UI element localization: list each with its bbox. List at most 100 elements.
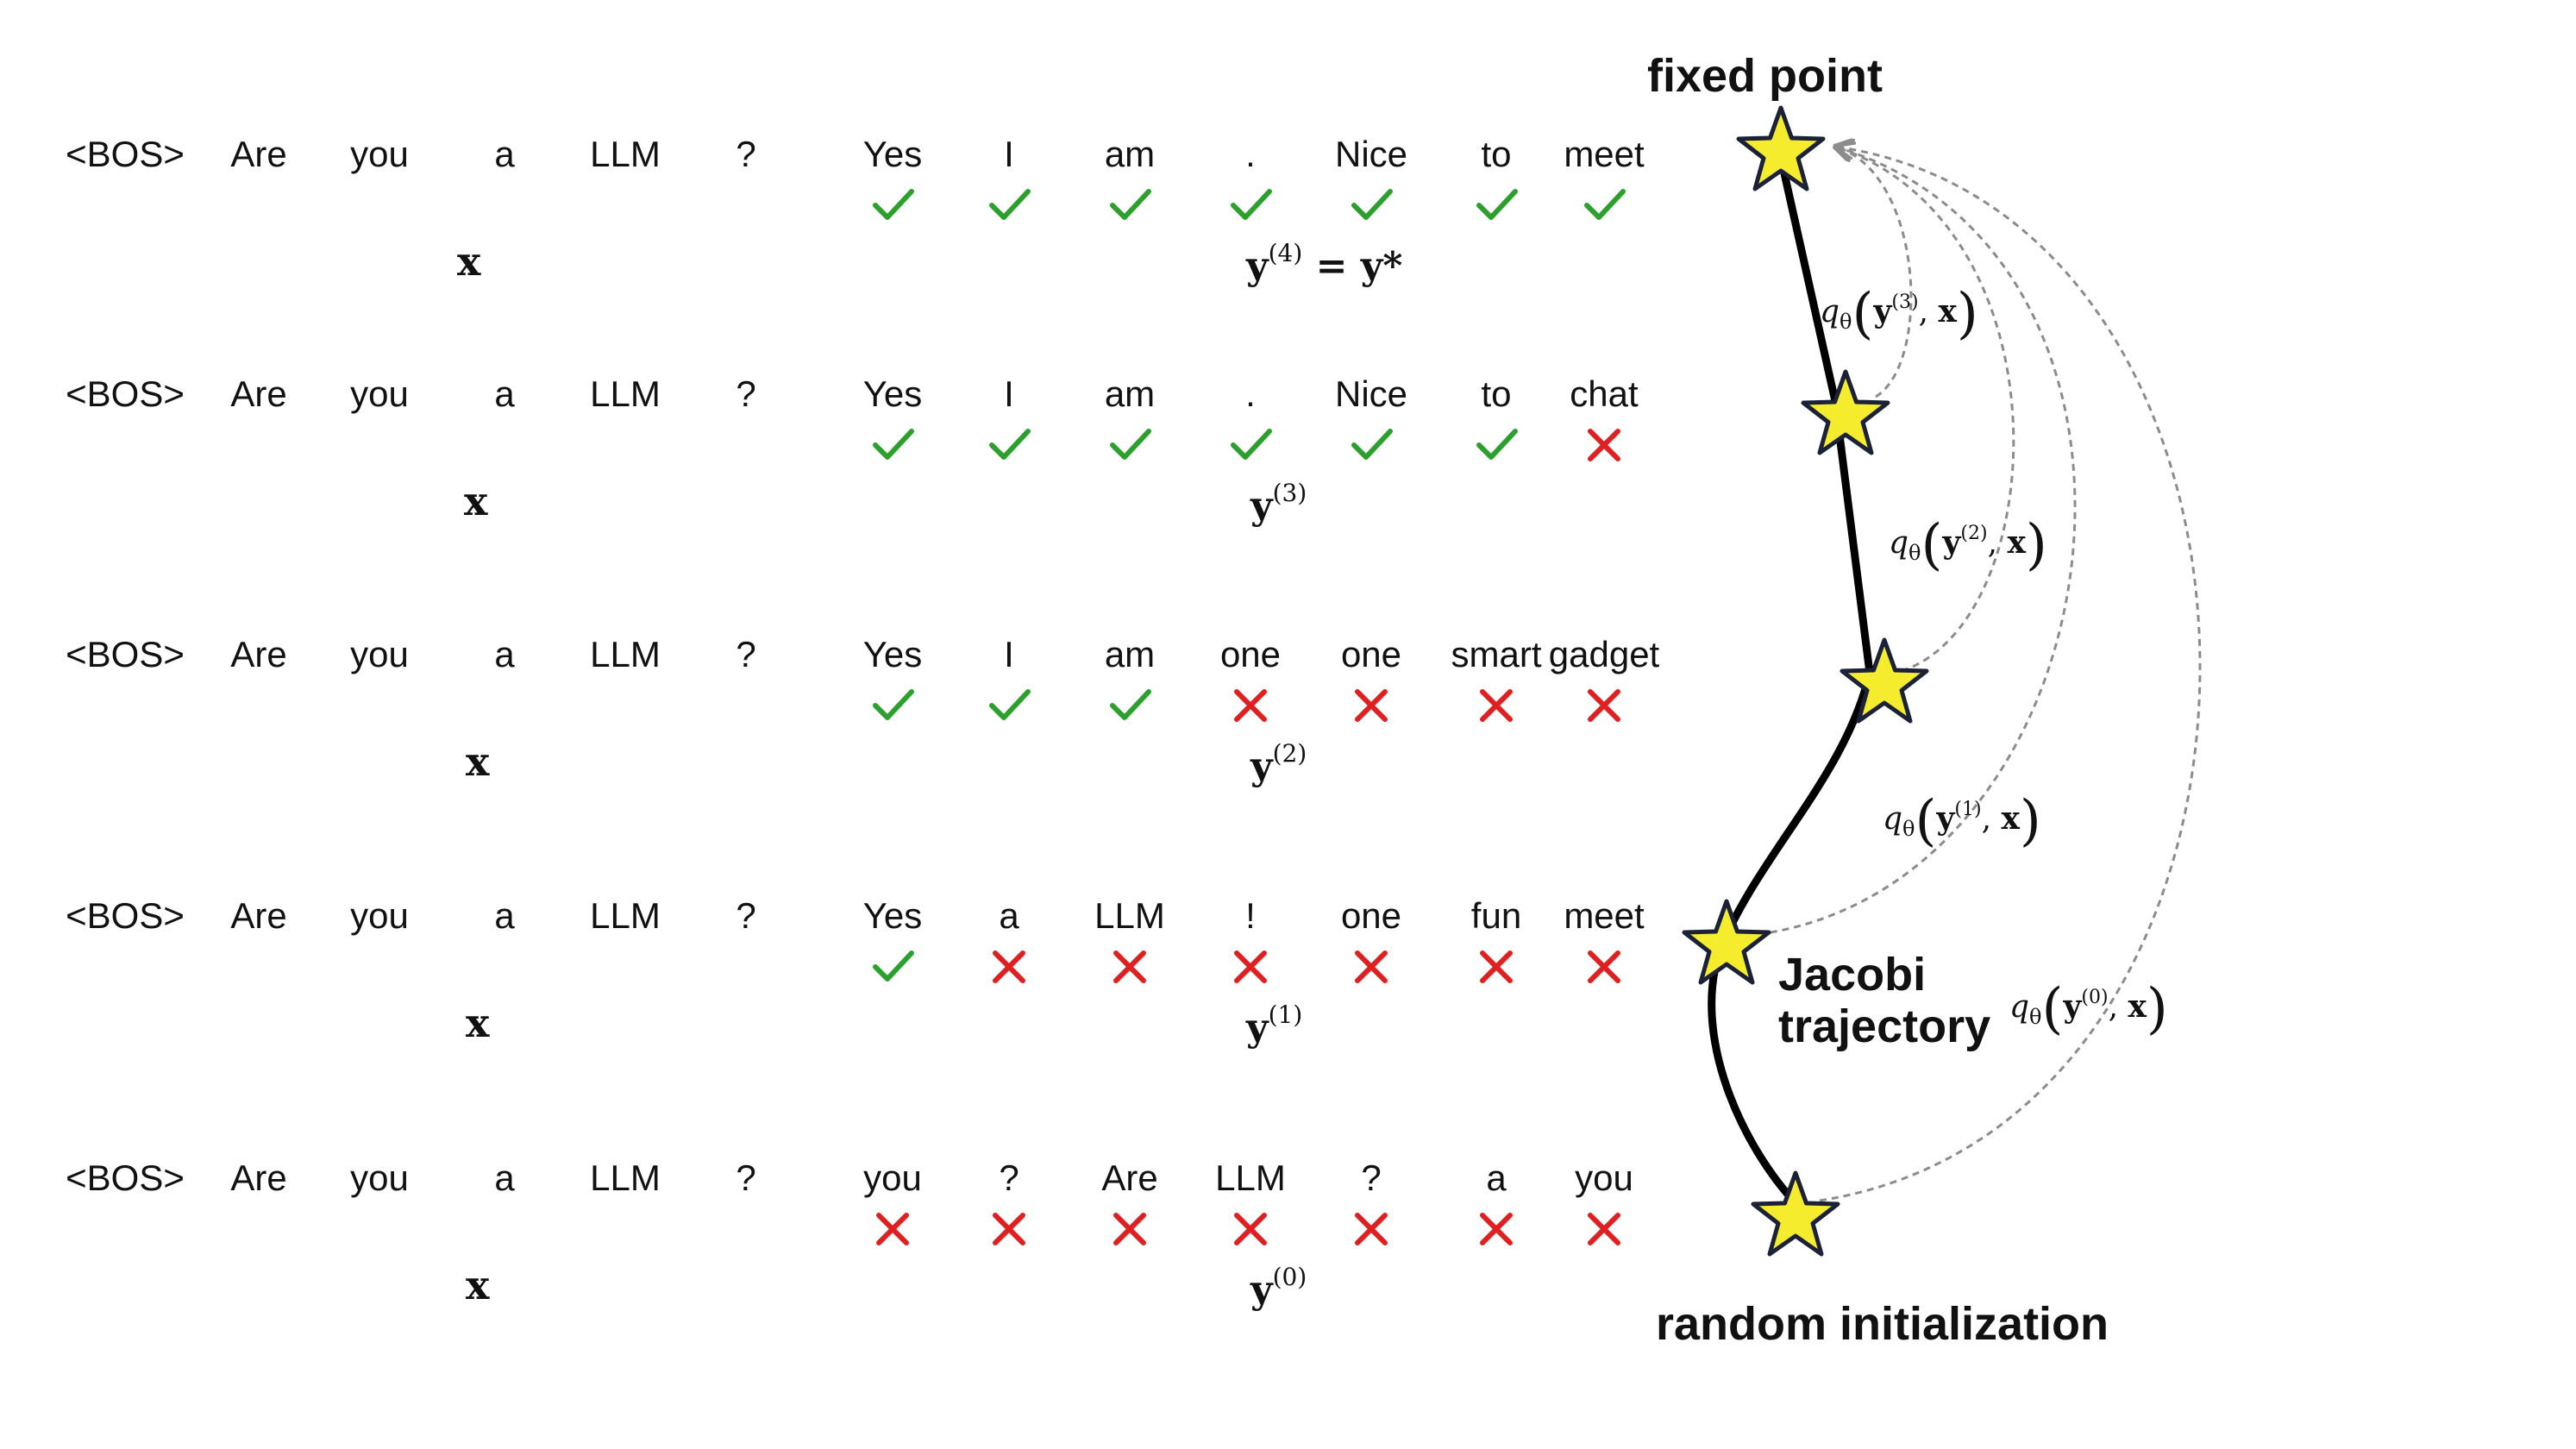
- arrow-from-y1: [1746, 147, 2077, 938]
- output-token: one: [1340, 895, 1402, 936]
- output-token: meet: [1564, 895, 1645, 936]
- check-icon: [1345, 419, 1397, 471]
- consistency-label-y3: qθ(y(3), x): [1820, 282, 1978, 346]
- output-token: .: [1245, 373, 1256, 414]
- cross-icon: [983, 941, 1035, 993]
- prompt-token: <BOS>: [66, 1157, 185, 1198]
- output-token: am: [1104, 634, 1156, 674]
- prompt-token: ?: [736, 895, 756, 936]
- check-icon: [867, 179, 918, 231]
- jacobi-trajectory-label: Jacobi trajectory: [1778, 949, 1990, 1053]
- cross-icon: [1104, 1203, 1156, 1255]
- x-variable: x: [466, 738, 490, 785]
- prompt-token: you: [350, 373, 409, 414]
- prompt-token: LLM: [590, 1157, 661, 1198]
- check-icon: [1225, 179, 1276, 231]
- prompt-token: a: [494, 373, 515, 414]
- check-icon: [1345, 179, 1397, 231]
- output-token: am: [1104, 134, 1156, 174]
- cross-icon: [1225, 680, 1276, 731]
- star-y0: [1751, 1170, 1840, 1257]
- prompt-token: you: [350, 634, 409, 674]
- output-token: ?: [1361, 1157, 1382, 1198]
- output-token: a: [999, 895, 1019, 936]
- prompt-token: you: [350, 895, 409, 936]
- check-icon: [1225, 419, 1276, 471]
- row-y0: <BOS> Are you a LLM? you? Are LLM? a you x y(0): [0, 1153, 1690, 1360]
- x-variable: x: [464, 478, 488, 524]
- star-y2: [1840, 637, 1929, 724]
- prompt-token: a: [494, 1157, 515, 1198]
- prompt-token: Are: [230, 373, 287, 414]
- cross-icon: [1578, 680, 1630, 731]
- star-fixed-point: [1736, 105, 1826, 191]
- cross-icon: [1470, 1203, 1522, 1255]
- y-iterate-label: y(0): [1250, 1263, 1307, 1312]
- output-token: smart: [1451, 634, 1542, 674]
- output-token: Yes: [862, 895, 923, 936]
- cross-icon: [1470, 941, 1522, 993]
- prompt-token: LLM: [590, 895, 661, 936]
- output-token: Are: [1101, 1157, 1158, 1198]
- arrow-from-y2: [1835, 147, 2015, 673]
- consistency-label-y0: qθ(y(0), x): [2009, 977, 2168, 1041]
- prompt-token: LLM: [590, 634, 661, 674]
- consistency-label-y2: qθ(y(2), x): [1889, 513, 2047, 577]
- check-icon: [1470, 179, 1522, 231]
- prompt-token: LLM: [590, 373, 661, 414]
- output-token: !: [1245, 895, 1256, 936]
- check-icon: [867, 680, 918, 731]
- prompt-token: <BOS>: [66, 134, 185, 174]
- check-icon: [1578, 179, 1630, 231]
- jacobi-label-line1: Jacobi: [1778, 949, 1927, 1000]
- star-y3: [1801, 369, 1890, 455]
- output-token: to: [1481, 373, 1512, 414]
- output-token: gadget: [1548, 634, 1660, 674]
- x-variable: x: [466, 1000, 490, 1046]
- check-icon: [1470, 419, 1522, 471]
- prompt-token: ?: [736, 373, 756, 414]
- arrow-from-y0: [1819, 147, 2202, 1202]
- cross-icon: [1578, 1203, 1630, 1255]
- output-token: Yes: [862, 373, 923, 414]
- cross-icon: [1345, 941, 1397, 993]
- output-token: Yes: [862, 634, 923, 674]
- fixed-point-label: fixed point: [1647, 50, 1883, 102]
- prompt-token: a: [494, 634, 515, 674]
- check-icon: [1104, 680, 1156, 731]
- check-icon: [867, 419, 918, 471]
- y-iterate-label: y(4) = y*: [1246, 239, 1403, 288]
- output-token: LLM: [1094, 895, 1165, 936]
- output-token: meet: [1564, 134, 1645, 174]
- x-variable: x: [457, 238, 481, 285]
- output-token: chat: [1570, 373, 1639, 414]
- output-token: a: [1486, 1157, 1507, 1198]
- cross-icon: [1345, 680, 1397, 731]
- output-token: to: [1481, 134, 1512, 174]
- output-token: you: [1575, 1157, 1633, 1198]
- prompt-token: a: [494, 895, 515, 936]
- output-token: am: [1104, 373, 1156, 414]
- check-icon: [1104, 419, 1156, 471]
- output-token: LLM: [1215, 1157, 1286, 1198]
- check-icon: [983, 179, 1035, 231]
- check-icon: [1104, 179, 1156, 231]
- cross-icon: [867, 1203, 918, 1255]
- jacobi-label-line2: trajectory: [1778, 1000, 1991, 1053]
- prompt-token: Are: [230, 1157, 287, 1198]
- x-variable: x: [466, 1262, 490, 1308]
- cross-icon: [1578, 941, 1630, 993]
- prompt-token: Are: [230, 895, 287, 936]
- cross-icon: [1578, 419, 1630, 471]
- cross-icon: [1470, 680, 1522, 731]
- output-token: one: [1219, 634, 1282, 674]
- prompt-token: ?: [736, 134, 756, 174]
- output-token: .: [1245, 134, 1256, 174]
- prompt-token: <BOS>: [66, 895, 185, 936]
- output-token: fun: [1470, 895, 1522, 936]
- prompt-token: <BOS>: [66, 634, 185, 674]
